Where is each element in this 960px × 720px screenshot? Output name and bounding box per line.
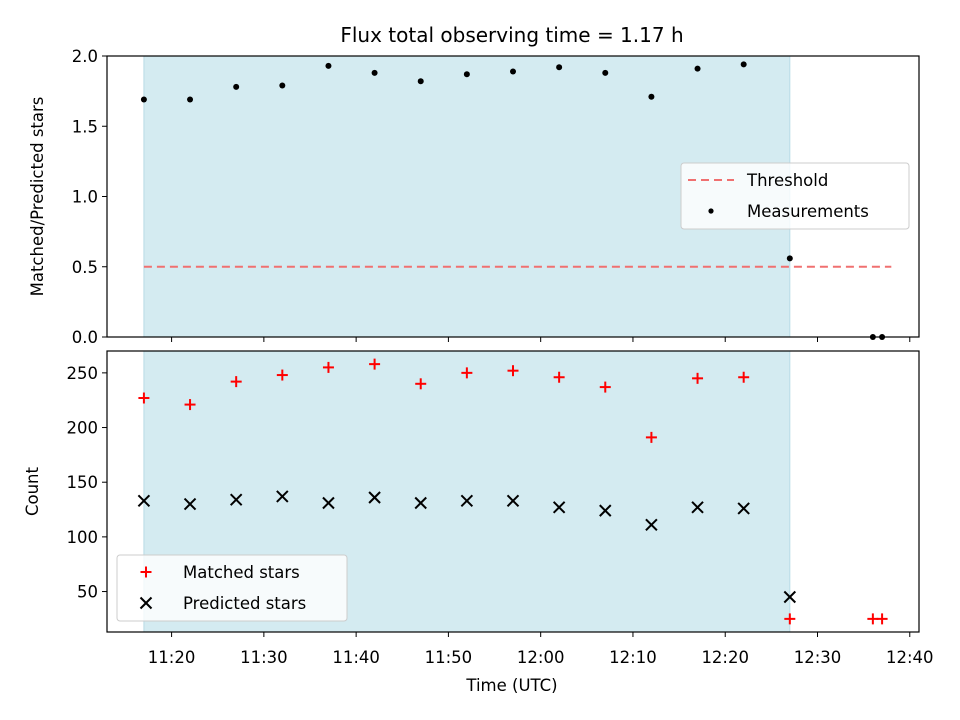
measurement-point (187, 96, 194, 103)
measurement-point (602, 69, 609, 76)
matched-star-point (369, 358, 381, 370)
y-tick-label: 1.5 (72, 117, 98, 136)
y-tick-label: 2.0 (72, 47, 98, 66)
predicted-star-point (506, 494, 520, 508)
predicted-star-point (276, 490, 289, 503)
matched-star-point (276, 369, 288, 381)
matched-star-point (867, 613, 879, 625)
predicted-star-point (645, 518, 658, 532)
y-axis-label: Matched/Predicted stars (28, 97, 47, 297)
x-tick-label: 12:10 (609, 648, 657, 667)
measurement-point (786, 255, 793, 262)
matched-star-point (138, 392, 150, 404)
matched-star-point (415, 378, 427, 390)
matched-star-point (230, 376, 242, 388)
legend-predicted-label: Predicted stars (183, 594, 306, 613)
ratio-panel: Flux total observing time = 1.17 h 0.0 0.… (28, 23, 920, 347)
predicted-star-point (137, 494, 151, 508)
y-tick-label: 200 (67, 419, 99, 438)
predicted-star-point (368, 491, 381, 504)
measurement-point (325, 62, 332, 69)
measurement-point (556, 64, 563, 71)
predicted-star-point (414, 496, 427, 510)
predicted-star-point (552, 501, 566, 514)
measurement-point (510, 68, 516, 75)
matched-star-point (645, 431, 657, 443)
y-tick-label: 100 (67, 528, 99, 547)
predicted-star-point (322, 496, 335, 510)
predicted-star-point (599, 504, 612, 517)
matched-star-point (461, 367, 473, 379)
matched-star-point (507, 365, 519, 377)
legend-measurement-swatch (708, 208, 714, 214)
legend-predicted-swatch (139, 596, 153, 610)
matched-star-point (184, 399, 196, 411)
y-tick-label: 1.0 (72, 188, 98, 207)
y-tick-label: 0.5 (72, 258, 98, 277)
y-tick-label: 250 (67, 364, 99, 383)
predicted-star-point (737, 502, 750, 515)
measurement-point (279, 82, 286, 89)
y-tick-label: 150 (67, 473, 99, 492)
chart-title: Flux total observing time = 1.17 h (340, 23, 683, 47)
matched-star-point (876, 613, 888, 625)
legend-predicted-marker (139, 596, 153, 610)
predicted-star-point (783, 590, 797, 604)
measurement-point (140, 96, 147, 103)
predicted-star-point (229, 493, 243, 506)
predicted-star-point (183, 497, 197, 511)
measurement-point (417, 78, 424, 85)
predicted-star-point (691, 501, 704, 514)
ratio-legend: Threshold Measurements (680, 162, 910, 230)
x-tick-label: 11:50 (425, 648, 473, 667)
x-tick-label: 11:30 (240, 648, 288, 667)
y-tick-label: 50 (77, 583, 98, 602)
legend-matched-marker (140, 566, 152, 578)
matched-star-point (599, 381, 611, 393)
count-panel: 50 100 150 200 250 11:20 11:30 11:40 11:50 12:00… (23, 350, 934, 695)
count-legend: Matched stars Predicted stars (116, 554, 348, 622)
predicted-star-point (460, 494, 474, 508)
measurement-point (648, 93, 655, 100)
matched-star-point (322, 361, 334, 373)
x-axis-label: Time (UTC) (465, 676, 557, 695)
y-axis-label: Count (23, 466, 42, 516)
x-tick-label: 11:20 (148, 648, 196, 667)
legend-box (680, 162, 910, 230)
measurement-point (371, 69, 378, 76)
legend-measurements-label: Measurements (747, 202, 869, 221)
x-tick-label: 12:00 (517, 648, 565, 667)
x-tick-label: 11:40 (332, 648, 380, 667)
x-tick-label: 12:20 (701, 648, 749, 667)
legend-threshold-label: Threshold (746, 171, 828, 190)
measurement-point (233, 83, 240, 90)
matched-star-point (553, 371, 565, 383)
y-tick-label: 0.0 (72, 328, 98, 347)
legend-matched-label: Matched stars (183, 563, 300, 582)
legend-matched-swatch (140, 566, 152, 578)
x-tick-label: 12:30 (794, 648, 842, 667)
measurement-point (463, 71, 470, 78)
measurement-point (694, 65, 701, 72)
matched-star-point (784, 613, 796, 625)
matched-star-point (738, 371, 750, 383)
matched-star-point (692, 372, 704, 384)
x-tick-label: 12:40 (886, 648, 934, 667)
count-axes-frame (106, 350, 920, 633)
legend-box (116, 554, 348, 622)
measurement-point (740, 61, 747, 68)
